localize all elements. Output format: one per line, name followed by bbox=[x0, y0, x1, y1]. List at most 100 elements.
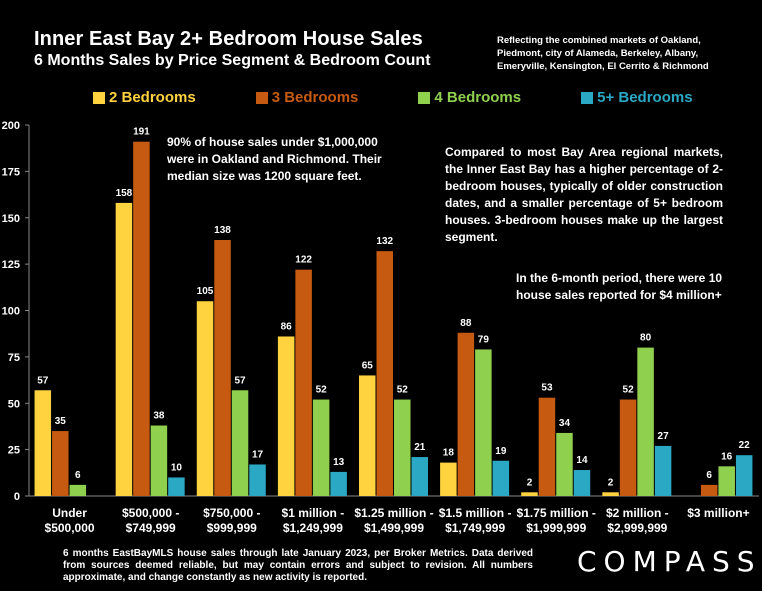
bar bbox=[150, 425, 168, 496]
legend-swatch bbox=[255, 91, 268, 104]
bar bbox=[700, 484, 718, 496]
legend-label: 5+ Bedrooms bbox=[597, 89, 693, 106]
legend-swatch bbox=[93, 91, 105, 104]
data-label: 52 bbox=[397, 385, 409, 396]
legend: 2 Bedrooms 3 Bedrooms 4 Bedrooms 5+ Bedroom… bbox=[93, 89, 693, 106]
bar bbox=[69, 484, 87, 496]
data-label: 38 bbox=[153, 411, 165, 422]
data-label: 13 bbox=[333, 457, 345, 468]
x-tick-label: $3 million+ bbox=[687, 506, 749, 520]
data-label: 52 bbox=[623, 385, 635, 396]
data-label: 57 bbox=[234, 375, 246, 386]
bar bbox=[330, 471, 347, 496]
markets-note: Reflecting the combined markets of Oakla… bbox=[497, 35, 709, 72]
bar bbox=[52, 431, 69, 496]
bar bbox=[359, 375, 376, 496]
x-tick-label: $1,999,999 bbox=[526, 521, 586, 535]
data-label: 105 bbox=[197, 286, 214, 297]
data-label: 53 bbox=[541, 383, 553, 394]
x-tick-label: $749,999 bbox=[126, 521, 176, 535]
bar bbox=[619, 399, 637, 496]
bar bbox=[34, 390, 52, 496]
data-label: 16 bbox=[721, 451, 733, 462]
data-label: 27 bbox=[658, 431, 670, 442]
annotation-over-4m: In the 6-month period, there were 10 hou… bbox=[516, 271, 723, 302]
data-label: 17 bbox=[252, 449, 264, 460]
legend-item: 2 Bedrooms bbox=[93, 89, 196, 106]
data-label: 52 bbox=[316, 385, 328, 396]
chart-subtitle: 6 Months Sales by Price Segment & Bedroo… bbox=[34, 52, 431, 69]
data-label: 158 bbox=[116, 188, 133, 199]
bar bbox=[196, 301, 214, 496]
data-label: 19 bbox=[495, 446, 507, 457]
data-label: 10 bbox=[171, 462, 183, 473]
x-tick-label: $2,999,999 bbox=[607, 521, 667, 535]
compass-logo: COMPASS bbox=[577, 545, 762, 578]
y-tick-label: 125 bbox=[2, 259, 20, 271]
bar bbox=[376, 251, 393, 496]
legend-label: 3 Bedrooms bbox=[271, 89, 359, 106]
x-tick-label: $750,000 - bbox=[203, 506, 260, 520]
data-label: 191 bbox=[133, 127, 150, 138]
bar bbox=[492, 460, 510, 496]
data-label: 132 bbox=[376, 236, 393, 247]
bar bbox=[637, 347, 654, 496]
y-tick-label: 100 bbox=[2, 306, 20, 318]
data-label: 138 bbox=[214, 225, 231, 236]
y-tick-label: 0 bbox=[14, 491, 20, 503]
y-tick-label: 50 bbox=[8, 398, 20, 410]
bar bbox=[573, 470, 591, 496]
data-label: 2 bbox=[527, 477, 533, 488]
data-label: 79 bbox=[478, 334, 490, 345]
x-tick-label: Under bbox=[52, 506, 87, 520]
y-tick-label: 175 bbox=[2, 166, 20, 178]
bar bbox=[133, 141, 150, 496]
data-label: 35 bbox=[55, 416, 67, 427]
x-tick-label: $500,000 - bbox=[122, 506, 179, 520]
data-label: 88 bbox=[460, 318, 472, 329]
x-tick-label: $1 million - bbox=[282, 506, 345, 520]
bar bbox=[654, 445, 672, 496]
data-label: 86 bbox=[281, 321, 293, 332]
data-label: 6 bbox=[75, 470, 81, 481]
y-tick-label: 150 bbox=[2, 213, 20, 225]
bar bbox=[168, 477, 185, 496]
legend-item: 5+ Bedrooms bbox=[581, 89, 693, 106]
legend-item: 4 Bedrooms bbox=[418, 89, 521, 106]
legend-label: 2 Bedrooms bbox=[109, 89, 196, 106]
data-label: 122 bbox=[295, 255, 312, 266]
bar bbox=[735, 455, 753, 496]
chart-title: Inner East Bay 2+ Bedroom House Sales bbox=[34, 28, 423, 50]
data-label: 65 bbox=[362, 360, 374, 371]
data-label: 18 bbox=[443, 448, 455, 459]
data-label: 6 bbox=[706, 470, 712, 481]
bar bbox=[394, 399, 411, 496]
bar bbox=[521, 492, 538, 496]
bar bbox=[277, 336, 295, 496]
legend-label: 4 Bedrooms bbox=[434, 89, 522, 106]
bar bbox=[312, 399, 330, 496]
bar bbox=[295, 269, 312, 496]
data-label: 57 bbox=[37, 375, 49, 386]
x-tick-label: $500,000 bbox=[45, 521, 95, 535]
data-label: 14 bbox=[576, 455, 588, 466]
bar bbox=[718, 466, 735, 496]
bar bbox=[440, 462, 457, 496]
bar bbox=[115, 202, 133, 496]
bar bbox=[411, 457, 428, 496]
x-tick-label: $1.5 million - bbox=[439, 506, 512, 520]
legend-item: 3 Bedrooms bbox=[255, 89, 359, 106]
data-label: 34 bbox=[559, 418, 571, 429]
bar bbox=[231, 390, 249, 496]
x-tick-label: $1,749,999 bbox=[445, 521, 505, 535]
data-label: 22 bbox=[739, 440, 751, 451]
bar bbox=[602, 492, 619, 496]
y-tick-label: 200 bbox=[2, 120, 20, 132]
source-footnote: 6 months EastBayMLS house sales through … bbox=[63, 548, 533, 583]
bar bbox=[538, 397, 556, 496]
bar bbox=[214, 240, 231, 496]
bar bbox=[457, 332, 475, 496]
y-tick-label: 25 bbox=[8, 445, 20, 457]
data-label: 2 bbox=[608, 477, 614, 488]
